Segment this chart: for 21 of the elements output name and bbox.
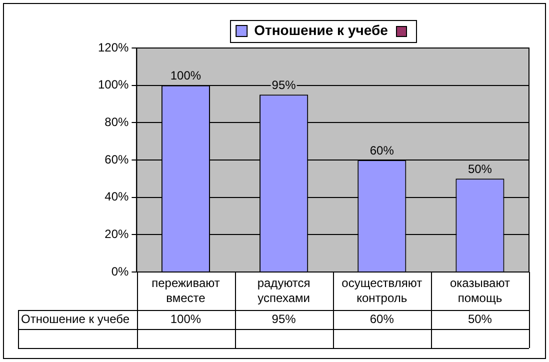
y-tick-label: 80% (104, 114, 130, 129)
data-label: 50% (468, 312, 492, 326)
y-tick-label: 60% (104, 152, 130, 166)
y-tick-label: 100% (98, 78, 130, 92)
data-label: 95% (272, 312, 296, 326)
x-tick-label: радуются успехами (257, 276, 310, 305)
text: 95% (272, 78, 296, 92)
text: 100% (170, 68, 202, 83)
data-label: 100% (170, 312, 202, 326)
y-tick-label: 120% (98, 40, 130, 54)
y-tick-label: 20% (104, 226, 130, 241)
data-label: 60% (370, 312, 394, 326)
y-tick-label: 0% (111, 264, 130, 278)
legend-label: Отношение к учебе (254, 22, 388, 38)
text: Отношение к учебе (21, 312, 130, 326)
x-tick-label: осуществляют контроль (342, 276, 423, 305)
text: 60% (370, 143, 394, 158)
text: 50% (468, 162, 492, 176)
y-tick-label: 40% (104, 190, 130, 204)
x-tick-label: оказывают помощь (450, 276, 510, 305)
x-tick-label: переживают вместе (152, 276, 220, 305)
